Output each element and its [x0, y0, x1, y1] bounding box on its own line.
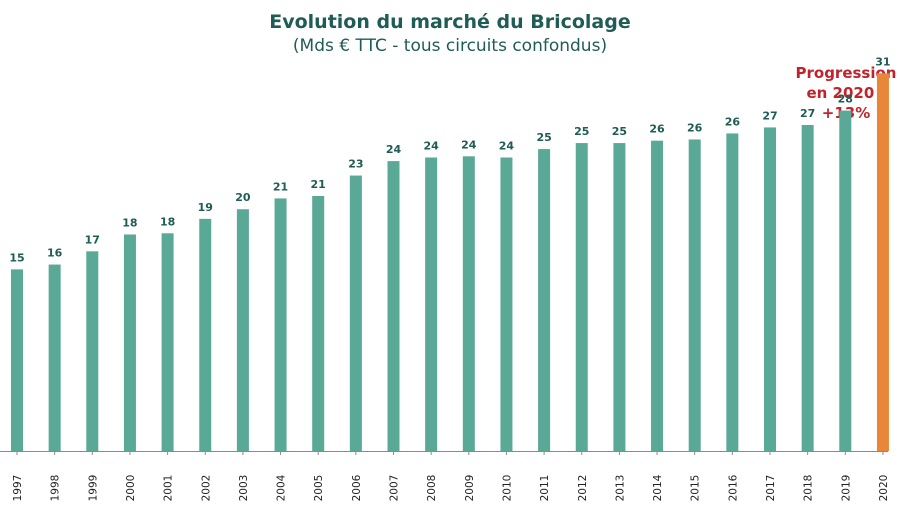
data-label-2014: 26	[649, 123, 665, 136]
x-tick-label-2008: 2008	[426, 475, 438, 502]
x-tick-label-2019: 2019	[840, 475, 852, 502]
x-tick-label-2012: 2012	[577, 475, 589, 502]
bar-2003	[236, 209, 249, 451]
x-tick-label-2018: 2018	[803, 475, 815, 502]
annotation-line-2: en 2020 :	[806, 84, 886, 102]
chart-subtitle: (Mds € TTC - tous circuits confondus)	[292, 36, 608, 56]
bar-2016	[726, 133, 739, 451]
x-tick-label-2004: 2004	[276, 474, 288, 501]
data-label-2006: 23	[348, 158, 363, 171]
bar-2020	[876, 73, 889, 451]
data-label-2018: 27	[800, 107, 815, 120]
data-label-2007: 24	[386, 143, 402, 156]
x-tick-label-1999: 1999	[87, 475, 99, 502]
x-tick-label-2000: 2000	[125, 475, 137, 502]
x-tick-label-2014: 2014	[652, 474, 664, 501]
data-label-2004: 21	[273, 180, 288, 193]
x-tick-label-2016: 2016	[727, 474, 739, 501]
bar-2012	[575, 143, 588, 451]
bar-2005	[312, 195, 325, 451]
chart-title-block: Evolution du marché du Bricolage (Mds € …	[0, 10, 900, 58]
bar-1999	[86, 251, 99, 451]
data-label-1998: 16	[47, 247, 63, 260]
bar-2001	[161, 233, 174, 451]
x-tick-label-2001: 2001	[163, 475, 175, 502]
bar-1998	[48, 264, 61, 451]
x-tick-label-2010: 2010	[501, 475, 513, 502]
bar-2008	[425, 157, 438, 451]
bar-2015	[688, 139, 701, 451]
data-label-2015: 26	[687, 121, 703, 134]
data-label-2013: 25	[612, 125, 627, 138]
bar-2000	[123, 234, 136, 451]
x-tick-label-2017: 2017	[765, 475, 777, 502]
x-tick-label-1997: 1997	[12, 475, 24, 502]
x-tick-label-1998: 1998	[50, 475, 62, 502]
annotation-line-1: Progression	[795, 64, 897, 82]
bar-2007	[387, 161, 400, 451]
x-tick-label-2003: 2003	[238, 475, 250, 502]
growth-annotation: Progression en 2020 : +13%	[790, 63, 900, 123]
bar-2014	[651, 140, 664, 452]
data-label-2017: 27	[762, 109, 777, 122]
x-tick-label-2015: 2015	[690, 475, 702, 502]
bar-2004	[274, 198, 287, 451]
bar-1997	[11, 269, 23, 451]
data-label-2002: 19	[198, 201, 213, 214]
data-label-2010: 24	[499, 140, 515, 153]
data-label-2000: 18	[122, 216, 137, 229]
data-label-2005: 21	[311, 178, 326, 191]
bar-2010	[500, 157, 513, 451]
data-label-2009: 24	[461, 138, 477, 151]
bar-2019	[839, 110, 852, 451]
data-label-2020: 31	[875, 55, 890, 68]
x-tick-label-2009: 2009	[464, 475, 476, 502]
x-tick-label-2007: 2007	[389, 475, 401, 502]
bar-2006	[349, 175, 362, 451]
data-label-2001: 18	[160, 215, 175, 228]
bar-2013	[613, 143, 626, 451]
data-label-1999: 17	[85, 233, 100, 246]
bar-2002	[199, 218, 212, 451]
chart-title: Evolution du marché du Bricolage	[269, 11, 631, 33]
data-label-2003: 20	[235, 191, 251, 204]
bar-2011	[538, 149, 551, 451]
data-label-2019: 28	[838, 93, 853, 106]
x-tick-label-2013: 2013	[614, 475, 626, 502]
x-tick-label-2011: 2011	[539, 475, 551, 502]
data-label-2011: 25	[536, 131, 551, 144]
x-tick-label-2006: 2006	[351, 474, 363, 501]
data-label-2012: 25	[574, 125, 589, 138]
data-label-2008: 24	[423, 140, 439, 153]
bar-2017	[764, 127, 776, 451]
x-tick-label-2005: 2005	[313, 475, 325, 502]
x-tick-label-2020: 2020	[878, 475, 890, 502]
data-label-2016: 26	[725, 115, 741, 128]
x-tick-label-2002: 2002	[200, 475, 212, 502]
bar-2018	[801, 125, 814, 452]
bar-2009	[462, 156, 475, 452]
data-label-1997: 15	[9, 251, 24, 264]
